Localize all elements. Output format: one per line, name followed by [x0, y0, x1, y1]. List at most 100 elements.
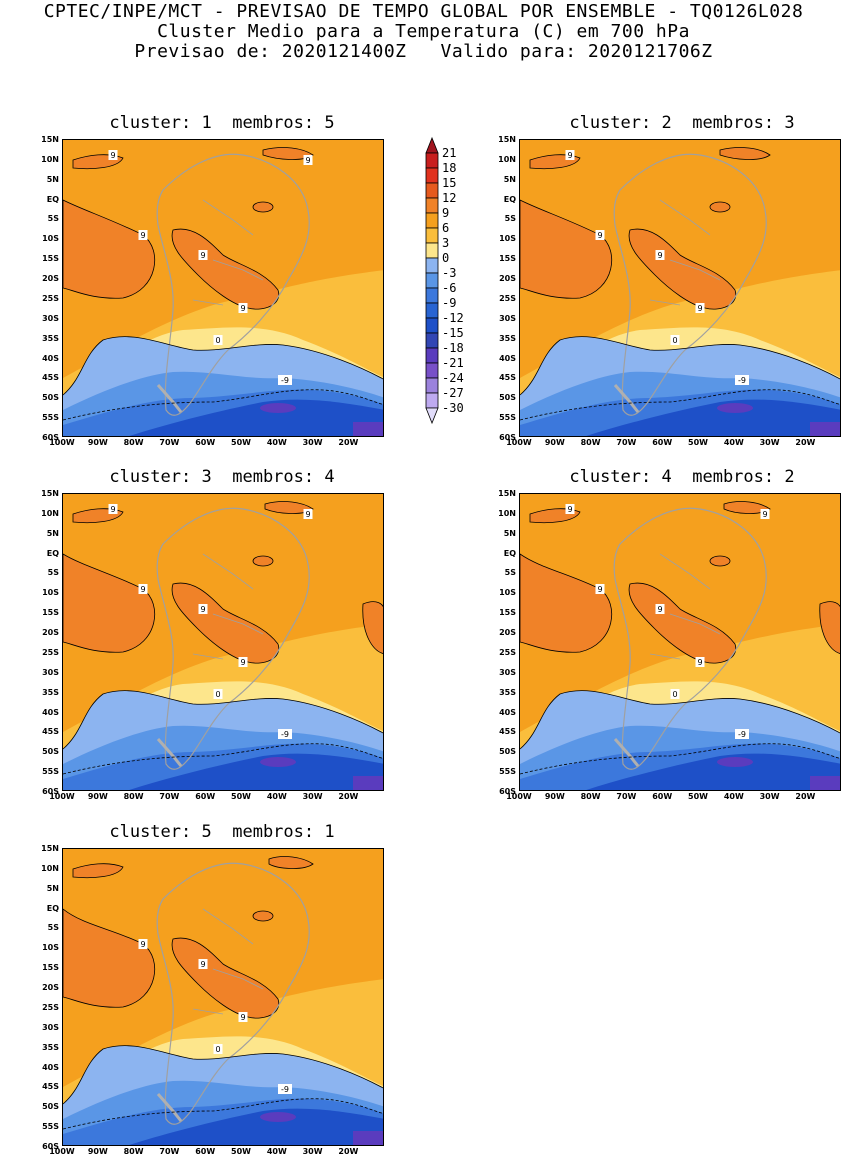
figure-title-line2: Cluster Medio para a Temperatura (C) em …	[157, 21, 690, 42]
colorbar-label: 21	[442, 146, 457, 160]
contour-label-bg	[213, 689, 223, 699]
warm-spot	[709, 555, 731, 567]
lat-tick-label: 15S	[42, 963, 59, 973]
lon-tick-label: 100W	[49, 438, 75, 447]
contour-label: 9	[240, 1013, 245, 1022]
lat-tick-label: 50S	[42, 747, 59, 757]
lon-tick-label: 80W	[123, 792, 144, 801]
map-panel-cluster-2: 9 9 9 9 0 -9	[519, 139, 841, 437]
lat-tick-label: 5S	[47, 923, 59, 933]
colorbar-swatch	[425, 377, 439, 394]
coastline	[156, 153, 310, 416]
cluster-number: 2	[661, 113, 672, 133]
lat-tick-label: 30S	[42, 667, 59, 677]
colorbar-swatch	[425, 136, 439, 154]
temperature-field: 9 9 9 9 9 0 -9	[63, 140, 383, 436]
contour-label-bg	[595, 584, 605, 594]
contour-label-bg	[670, 689, 680, 699]
temperature-field: 9 9 9 9 0 -9	[520, 140, 840, 436]
lat-tick-label: EQ	[503, 548, 516, 558]
warm-region-west	[63, 553, 156, 653]
lat-tick-label: 15S	[42, 608, 59, 618]
colorbar-label: -12	[442, 311, 464, 325]
colorbar-swatch	[425, 167, 439, 184]
warm-spot	[252, 910, 274, 922]
contour-label-bg	[278, 1084, 292, 1094]
contour-label-bg	[760, 509, 770, 519]
members-number: 3	[784, 113, 795, 133]
contour-label-bg	[735, 375, 749, 385]
lon-tick-label: 30W	[302, 438, 323, 447]
contour-label-bg	[198, 959, 208, 969]
lat-tick-label: 45S	[499, 373, 516, 383]
colorbar-swatch	[425, 302, 439, 319]
colorbar-swatch	[425, 197, 439, 214]
contour-label-bg	[278, 729, 292, 739]
contour-label: 0	[672, 690, 677, 699]
contour-minus9	[63, 743, 383, 775]
map-panel-cluster-1: 9 9 9 9 9 0 -9	[62, 139, 384, 437]
lat-tick-label: 20S	[42, 983, 59, 993]
members-number: 4	[324, 467, 335, 487]
colorbar-label: 0	[442, 251, 450, 265]
lon-tick-label: 70W	[159, 1147, 180, 1156]
contour-label: 9	[567, 151, 572, 160]
patagonia	[156, 1093, 183, 1122]
lat-tick-label: 40S	[499, 707, 516, 717]
contour-label-bg	[695, 303, 705, 313]
lat-tick-label: 25S	[499, 647, 516, 657]
lon-tick-label: 40W	[266, 792, 287, 801]
band-minus12-minus9	[129, 1108, 383, 1145]
lon-tick-label: 60W	[195, 1147, 216, 1156]
contour-label-bg	[303, 509, 313, 519]
lat-tick-label: 30S	[499, 667, 516, 677]
colorbar-swatch	[425, 332, 439, 349]
warm-region-caribbean	[72, 863, 124, 879]
colorbar-swatch	[425, 362, 439, 379]
cold-core	[260, 403, 296, 413]
lon-tick-label: 50W	[688, 438, 708, 447]
warm-region-north	[723, 501, 771, 514]
colorbar-swatch	[425, 272, 439, 289]
patagonia	[156, 384, 183, 413]
patagonia	[156, 738, 183, 767]
contour-label-bg	[565, 150, 575, 160]
colorbar-swatch	[425, 407, 439, 425]
contour-label-bg	[213, 335, 223, 345]
warm-region-west	[520, 553, 613, 653]
contour-label-bg	[695, 657, 705, 667]
cluster-number: 1	[201, 113, 212, 133]
lon-tick-label: 20W	[795, 792, 816, 801]
warm-region-north	[264, 501, 314, 514]
lat-tick-label: 25S	[499, 293, 516, 303]
temperature-field: 9 9 9 0 -9	[63, 849, 383, 1145]
lon-tick-label: 50W	[688, 792, 708, 801]
cluster-label: cluster:	[109, 113, 192, 133]
lat-tick-label: 60S	[42, 1142, 59, 1151]
lat-tick-label: 45S	[499, 727, 516, 737]
contour-label: 9	[567, 505, 572, 514]
lat-tick-label: 55S	[42, 413, 59, 423]
lat-tick-label: 5N	[46, 528, 59, 538]
cold-patch	[810, 422, 840, 436]
colorbar-swatch	[425, 347, 439, 364]
warm-spot	[252, 201, 274, 213]
members-number: 5	[324, 113, 335, 133]
cold-core	[717, 403, 753, 413]
colorbar-swatch	[425, 257, 439, 274]
lon-tick-label: 70W	[616, 792, 637, 801]
lon-tick-label: 80W	[123, 1147, 144, 1156]
lon-tick-label: 40W	[266, 1147, 287, 1156]
coastline	[613, 153, 767, 416]
lat-tick-label: EQ	[46, 548, 59, 558]
members-label: membros:	[692, 113, 775, 133]
contour-label: -9	[738, 376, 746, 385]
colorbar-swatch	[425, 242, 439, 259]
colorbar-label: -24	[442, 371, 464, 385]
contour-label: 9	[697, 304, 702, 313]
lat-tick-label: 50S	[42, 1102, 59, 1112]
lat-tick-label: 10N	[41, 154, 59, 164]
lat-tick-label: 60S	[42, 787, 59, 796]
panel-title: cluster: 4 membros: 2	[522, 467, 842, 487]
contour-label: 9	[140, 585, 145, 594]
